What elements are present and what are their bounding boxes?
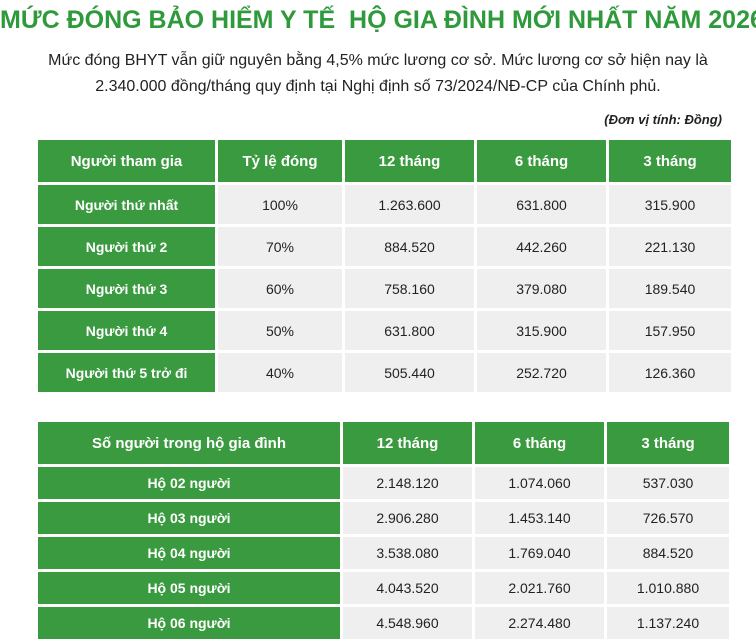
cell: 4.548.960 [343, 607, 472, 639]
cell: 537.030 [607, 467, 729, 499]
row-label: Hộ 03 người [38, 502, 340, 534]
cell: 4.043.520 [343, 572, 472, 604]
cell: 100% [218, 185, 342, 224]
column-header: 6 tháng [475, 422, 604, 464]
column-header: 3 tháng [607, 422, 729, 464]
cell: 221.130 [609, 227, 731, 266]
cell: 631.800 [477, 185, 606, 224]
cell: 40% [218, 353, 342, 392]
cell: 758.160 [345, 269, 474, 308]
cell: 60% [218, 269, 342, 308]
household-table: Số người trong hộ gia đình 12 tháng 6 thán… [35, 419, 732, 642]
subtitle: 2.340.000 đồng/tháng quy định tại Nghị đ… [95, 78, 661, 95]
column-header: 3 tháng [609, 140, 731, 182]
cell: 1.137.240 [607, 607, 729, 639]
row-label: Người thứ 2 [38, 227, 215, 266]
column-header: Người tham gia [38, 140, 215, 182]
cell: 2.906.280 [343, 502, 472, 534]
cell: 315.900 [609, 185, 731, 224]
cell: 1.010.880 [607, 572, 729, 604]
cell: 50% [218, 311, 342, 350]
cell: 2.274.480 [475, 607, 604, 639]
row-label: Hộ 05 người [38, 572, 340, 604]
column-header: 12 tháng [343, 422, 472, 464]
row: Người thứ 3 60% 758.160 379.080 189.540 [38, 269, 731, 308]
row: Người thứ 5 trở đi 40% 505.440 252.720 126.3… [38, 353, 731, 392]
row: Người thứ 2 70% 884.520 442.260 221.130 [38, 227, 731, 266]
column-header: 6 tháng [477, 140, 606, 182]
cell: 126.360 [609, 353, 731, 392]
row-label: Người thứ 3 [38, 269, 215, 308]
column-header: Tỷ lệ đóng [218, 140, 342, 182]
cell: 379.080 [477, 269, 606, 308]
cell: 315.900 [477, 311, 606, 350]
row-label: Người thứ nhất [38, 185, 215, 224]
row: Hộ 05 người 4.043.520 2.021.760 1.010.880 [38, 572, 729, 604]
cell: 884.520 [607, 537, 729, 569]
cell: 2.021.760 [475, 572, 604, 604]
header-row: Người tham gia Tỷ lệ đóng 12 tháng 6 tháng 3… [38, 140, 731, 182]
cell: 631.800 [345, 311, 474, 350]
rate-table: Người tham gia Tỷ lệ đóng 12 tháng 6 tháng 3… [35, 137, 734, 395]
row-label: Người thứ 5 trở đi [38, 353, 215, 392]
row: Người thứ 4 50% 631.800 315.900 157.950 [38, 311, 731, 350]
cell: 505.440 [345, 353, 474, 392]
row: Hộ 04 người 3.538.080 1.769.040 884.520 [38, 537, 729, 569]
row: Người thứ nhất 100% 1.263.600 631.800 315.90… [38, 185, 731, 224]
cell: 442.260 [477, 227, 606, 266]
cell: 1.263.600 [345, 185, 474, 224]
cell: 2.148.120 [343, 467, 472, 499]
cell: 884.520 [345, 227, 474, 266]
row-label: Người thứ 4 [38, 311, 215, 350]
column-header: Số người trong hộ gia đình [38, 422, 340, 464]
cell: 3.538.080 [343, 537, 472, 569]
column-header: 12 tháng [345, 140, 474, 182]
unit-note: (Đơn vị tính: Đồng) [604, 112, 722, 127]
cell: 252.720 [477, 353, 606, 392]
cell: 189.540 [609, 269, 731, 308]
cell: 1.453.140 [475, 502, 604, 534]
cell: 726.570 [607, 502, 729, 534]
cell: 157.950 [609, 311, 731, 350]
subtitle: Mức đóng BHYT vẫn giữ nguyên bằng 4,5% m… [48, 52, 708, 69]
cell: 70% [218, 227, 342, 266]
row: Hộ 03 người 2.906.280 1.453.140 726.570 [38, 502, 729, 534]
cell: 1.074.060 [475, 467, 604, 499]
header-row: Số người trong hộ gia đình 12 tháng 6 thán… [38, 422, 729, 464]
cell: 1.769.040 [475, 537, 604, 569]
row-label: Hộ 02 người [38, 467, 340, 499]
row-label: Hộ 04 người [38, 537, 340, 569]
title: MỨC ĐÓNG BẢO HIỂM Y TẾ HỘ GIA ĐÌNH MỚI N… [0, 6, 756, 34]
row: Hộ 02 người 2.148.120 1.074.060 537.030 [38, 467, 729, 499]
row-label: Hộ 06 người [38, 607, 340, 639]
row: Hộ 06 người 4.548.960 2.274.480 1.137.240 [38, 607, 729, 639]
